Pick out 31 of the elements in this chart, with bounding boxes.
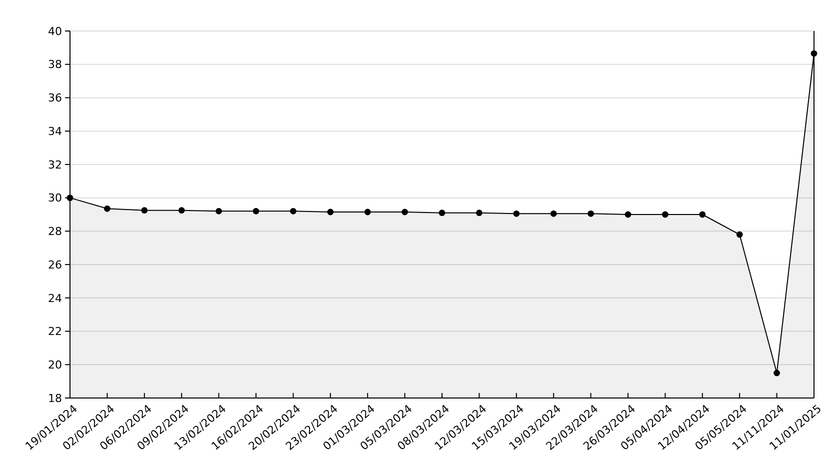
y-tick-label: 24 — [48, 292, 62, 305]
y-tick-label: 30 — [48, 192, 62, 205]
point — [736, 231, 743, 238]
point — [476, 210, 482, 216]
y-tick-label: 26 — [48, 258, 62, 272]
point — [141, 207, 148, 214]
point — [216, 208, 222, 214]
y-tick-label: 40 — [48, 24, 62, 38]
y-tick-label: 38 — [48, 58, 62, 72]
point — [104, 205, 110, 212]
point — [438, 210, 446, 216]
point — [699, 211, 706, 218]
y-tick-label: 18 — [48, 392, 62, 405]
point — [290, 208, 296, 214]
point — [364, 208, 371, 216]
y-tick-label: 36 — [48, 92, 62, 105]
point — [402, 208, 408, 216]
point — [550, 210, 557, 217]
point — [588, 210, 594, 217]
point — [327, 208, 334, 216]
point — [774, 370, 780, 376]
y-tick-label: 28 — [48, 225, 62, 238]
point — [624, 211, 632, 218]
y-tick-label: 22 — [48, 325, 62, 338]
point — [662, 211, 668, 218]
y-tick-label: 32 — [48, 158, 62, 172]
point — [178, 207, 185, 214]
y-tick-label: 20 — [48, 358, 62, 372]
point — [252, 208, 260, 214]
y-tick-label: 34 — [48, 124, 62, 138]
point — [513, 210, 520, 217]
